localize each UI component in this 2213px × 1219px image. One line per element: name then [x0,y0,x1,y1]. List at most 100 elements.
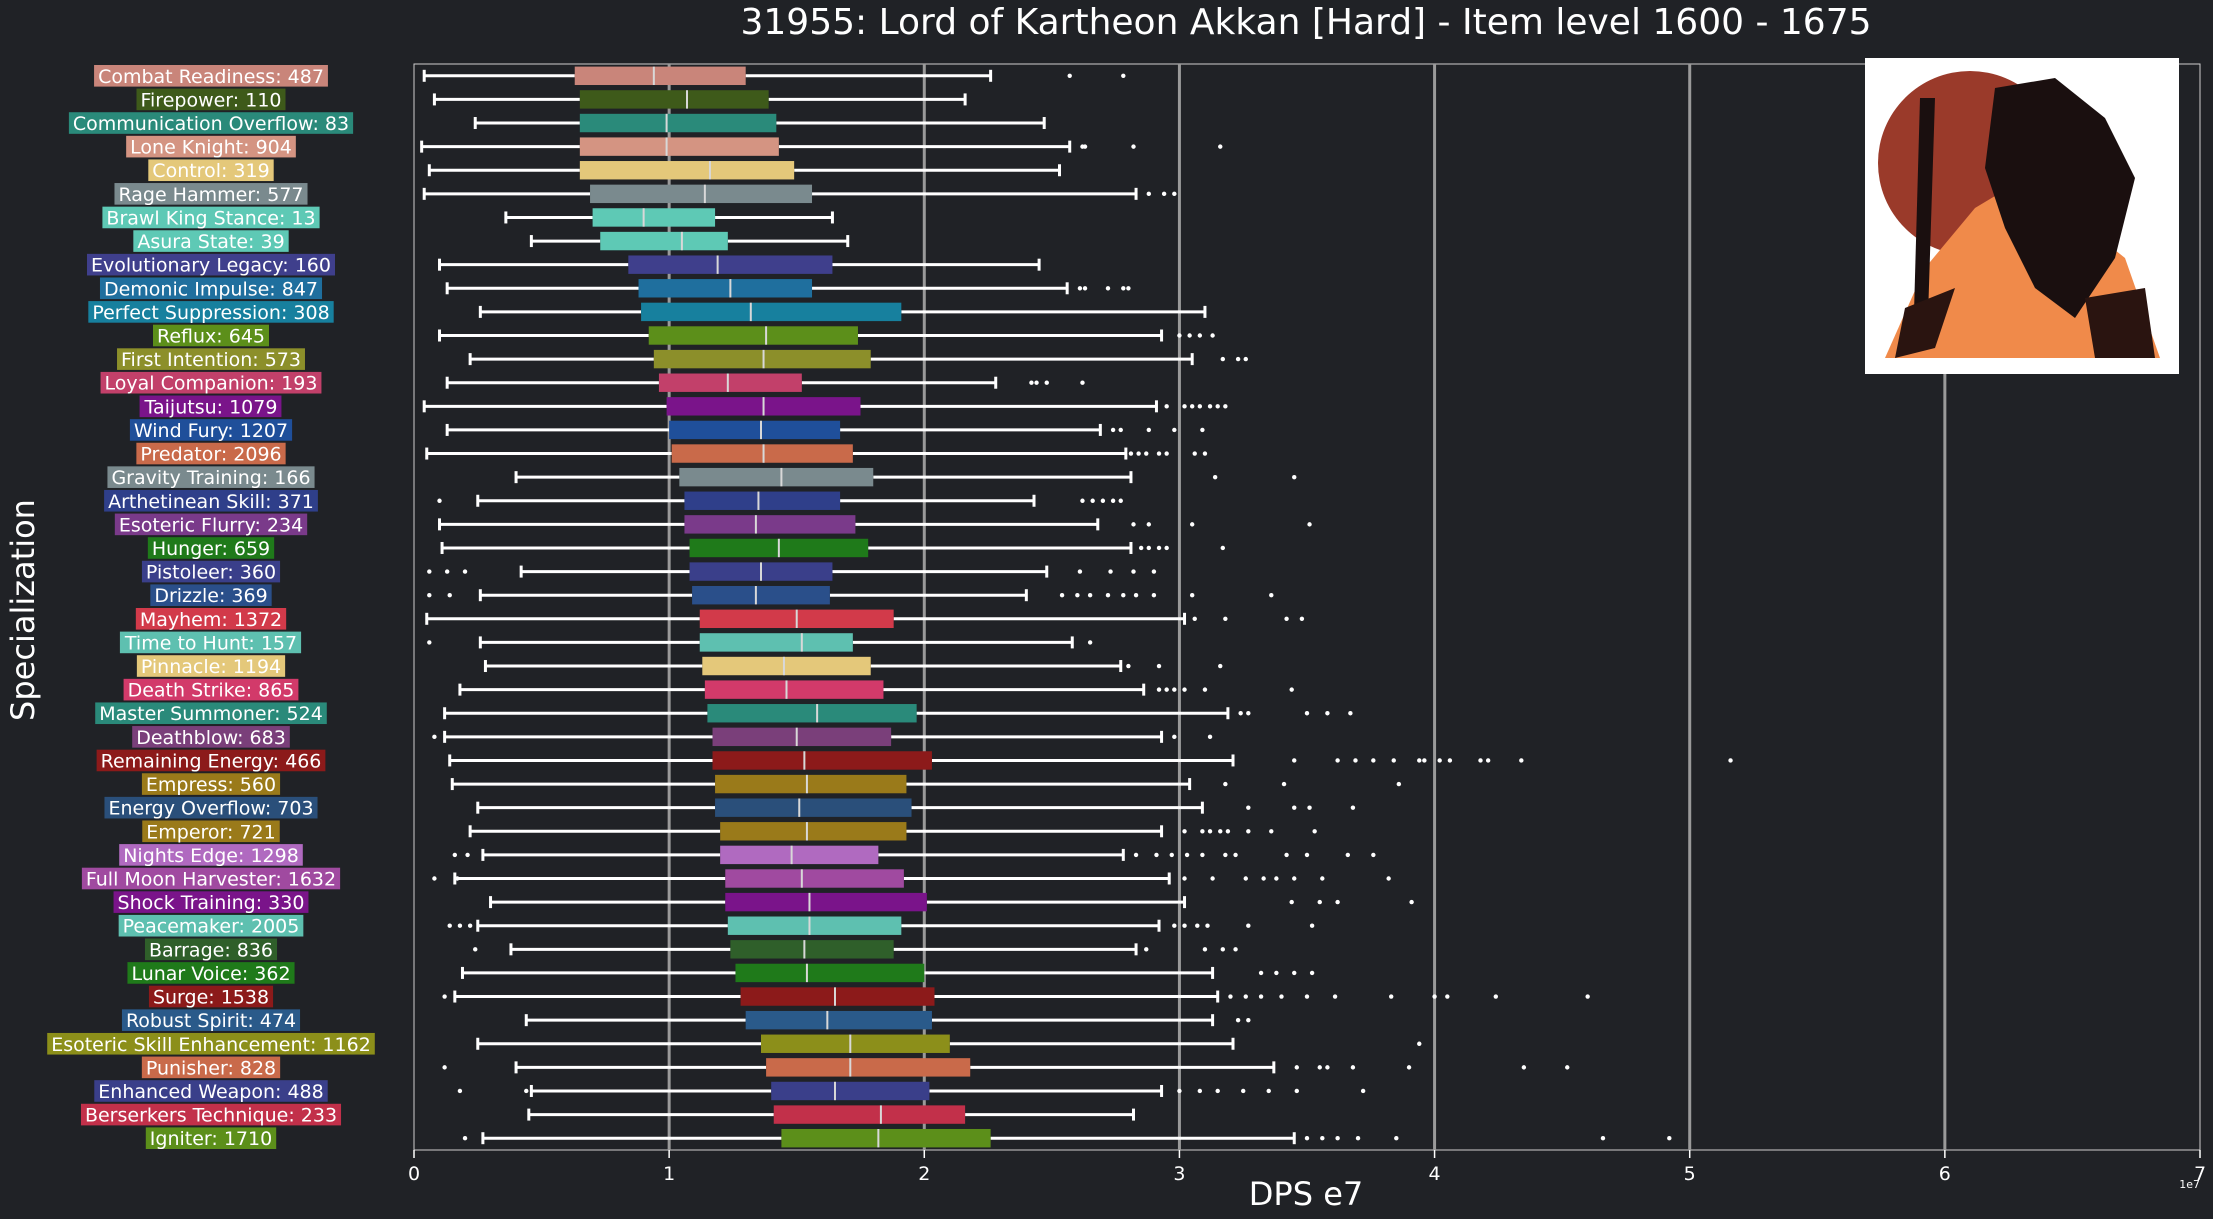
outlier-point [1218,144,1223,149]
outlier-point [1164,451,1169,456]
outlier-point [1156,687,1162,692]
category-label: Nights Edge: 1298 [123,845,299,867]
outlier-point [1304,1135,1310,1141]
box [592,208,716,227]
category-label: Control: 319 [152,160,269,182]
outlier-point [1136,451,1141,456]
category-label-background [136,655,286,677]
x-offset-text: 1e7 [2179,1178,2200,1191]
outlier-point [1294,1088,1299,1094]
category-label-background [150,584,272,606]
outlier-point [427,569,432,574]
outlier-point [1182,687,1187,692]
category-label: Empress: 560 [146,774,276,796]
x-tick-label: 1 [663,1163,675,1185]
box [671,444,853,463]
outlier-point [1261,876,1266,881]
category-label-background [126,135,296,158]
outlier-point [1059,592,1065,598]
outlier-point [1202,947,1208,952]
category-label: Rage Hammer: 577 [118,184,303,206]
category-label: Time to Hunt: 157 [124,632,297,654]
category-label-background [47,1032,375,1055]
outlier-point [1223,404,1228,409]
outlier-point [1353,758,1358,763]
box [600,231,728,251]
outlier-point [1172,734,1177,740]
outlier-point [1371,758,1376,763]
outlier-point [1223,781,1228,787]
outlier-point [1600,1135,1606,1141]
outlier-point [1077,569,1083,574]
outlier-point [1246,923,1251,928]
outlier-point [1172,191,1177,197]
category-label: Evolutionary Legacy: 160 [91,255,331,277]
category-label: Wind Fury: 1207 [134,420,288,442]
category-label: Esoteric Skill Enhancement: 1162 [51,1034,371,1056]
category-label-background [123,678,299,701]
outlier-point [1246,829,1251,834]
outlier-point [1294,1065,1299,1070]
outlier-point [465,852,470,858]
outlier-point [1307,805,1312,810]
outlier-point [1182,404,1187,409]
category-label-background [144,938,278,961]
outlier-point [1235,356,1241,362]
outlier-point [1138,545,1144,551]
x-tick-label: 0 [408,1163,420,1185]
category-label: Energy Overflow: 703 [108,798,313,820]
category-label: Lunar Voice: 362 [131,963,290,985]
outlier-point [1394,1135,1399,1141]
category-label-background [132,726,290,748]
outlier-point [1128,451,1134,456]
outlier-point [1292,474,1297,480]
outlier-point [1182,876,1187,881]
outlier-point [457,923,463,928]
outlier-point [1274,876,1279,881]
box [579,90,769,109]
outlier-point [1202,451,1208,456]
outlier-point [1233,852,1238,858]
category-label-background [99,277,323,300]
outlier-point [1223,616,1228,622]
box [579,137,779,156]
category-label: Death Strike: 865 [128,680,295,702]
outlier-point [1386,876,1391,881]
outlier-point [1309,923,1315,928]
outlier-point [1126,663,1131,669]
outlier-point [1075,592,1080,598]
outlier-point [1118,427,1123,433]
outlier-point [1235,1017,1241,1023]
box [574,66,746,86]
outlier-point [1105,592,1111,598]
x-tick-label: 3 [1173,1163,1185,1185]
category-label-background [153,324,269,347]
box [679,467,874,487]
category-label-background [147,537,275,559]
outlier-point [427,592,432,598]
outlier-point [1246,711,1251,716]
category-label-background [135,608,287,630]
outlier-point [1172,427,1177,433]
box [579,113,777,133]
category-label-background [142,820,280,843]
outlier-point [1067,73,1072,79]
outlier-point [462,1135,468,1141]
outlier-point [1197,404,1203,409]
box [725,869,904,888]
outlier-point [1284,852,1289,858]
outlier-point [1422,758,1427,763]
outlier-point [1335,758,1340,763]
outlier-point [1437,758,1442,763]
category-label: Mayhem: 1372 [140,609,282,631]
x-tick-label: 5 [1684,1163,1696,1185]
chart-title: 31955: Lord of Kartheon Akkan [Hard] - I… [740,2,1871,43]
outlier-point [1121,592,1126,598]
outlier-point [1151,569,1157,574]
outlier-point [1225,829,1231,834]
outlier-point [1146,427,1152,433]
box [766,1058,971,1077]
category-label: Taijutsu: 1079 [144,396,278,418]
outlier-point [1080,380,1085,385]
category-label-background [104,796,318,819]
